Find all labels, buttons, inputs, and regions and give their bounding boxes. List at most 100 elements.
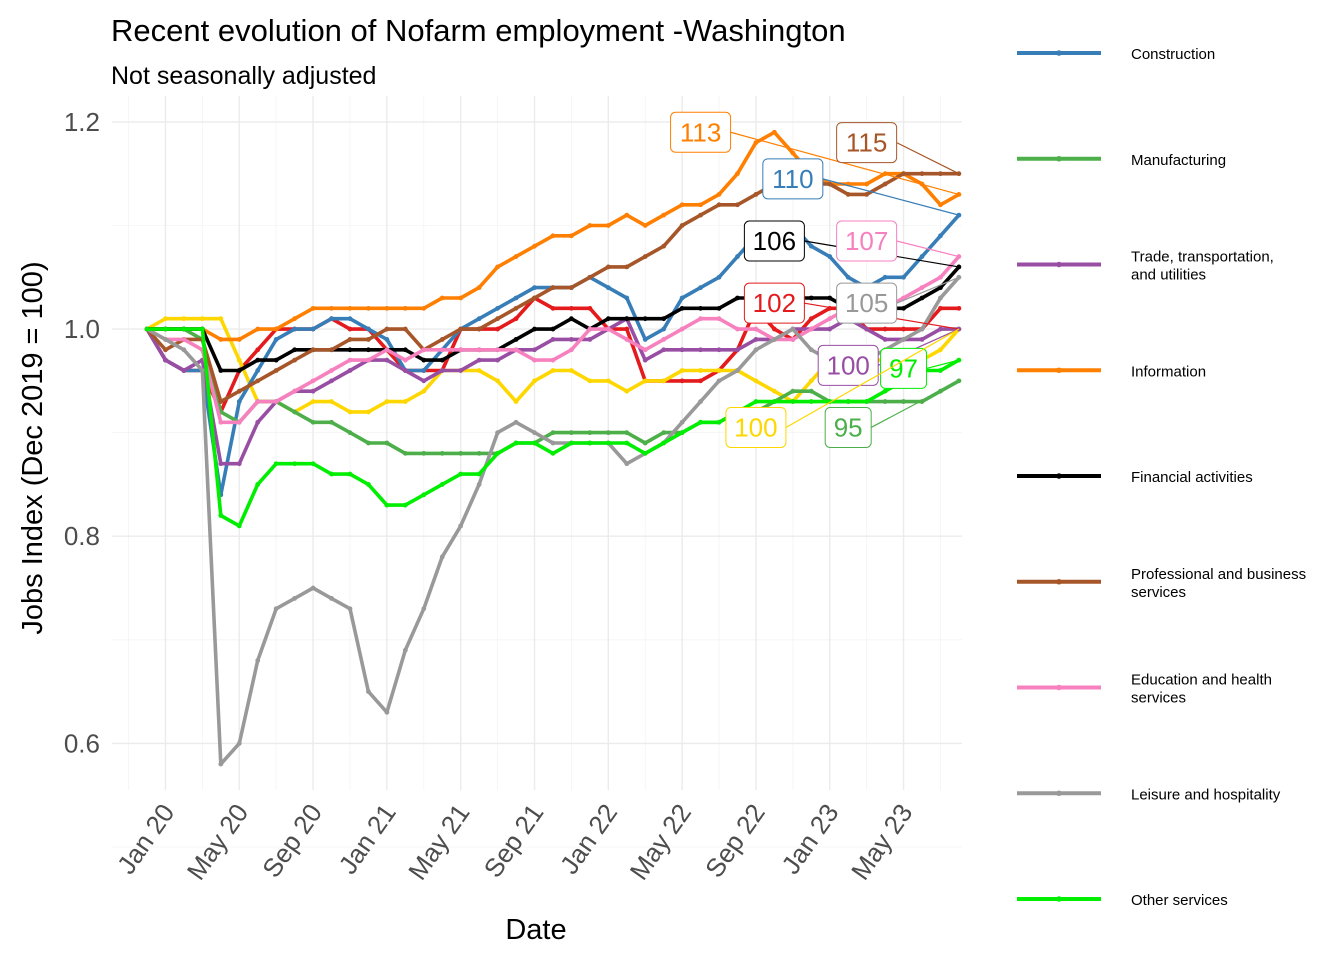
x-tick-label: May 21 <box>402 798 475 885</box>
data-point <box>679 368 685 373</box>
data-point <box>661 430 667 436</box>
data-point <box>513 419 519 425</box>
data-point <box>845 274 851 280</box>
data-point <box>550 337 556 342</box>
data-point <box>661 326 667 332</box>
data-point <box>236 461 242 467</box>
end-label-box <box>836 220 898 262</box>
data-point <box>329 378 334 384</box>
data-point <box>495 264 500 270</box>
data-point <box>938 295 943 301</box>
data-point <box>698 347 703 353</box>
data-point <box>402 399 408 404</box>
data-point <box>753 192 759 197</box>
data-point <box>642 440 648 446</box>
legend-label: Information <box>1131 363 1206 380</box>
legend-item: Trade, transportation,and utilities <box>1017 249 1274 284</box>
data-point <box>679 430 685 436</box>
end-label-box <box>817 344 879 386</box>
end-label: 95 <box>834 412 863 442</box>
legend-key-point <box>1056 50 1062 56</box>
data-point <box>569 337 574 342</box>
data-point <box>402 502 408 508</box>
data-point <box>569 285 574 291</box>
data-point <box>698 368 703 373</box>
data-point <box>439 450 445 456</box>
data-point <box>956 212 962 218</box>
data-point <box>661 243 667 249</box>
data-point <box>310 388 316 394</box>
legend-label: Manufacturing <box>1131 152 1226 169</box>
data-point <box>919 326 925 332</box>
data-point <box>771 326 777 332</box>
end-label: 107 <box>845 226 888 256</box>
data-point <box>384 347 390 353</box>
data-point <box>347 606 353 612</box>
data-point <box>513 316 519 322</box>
data-point <box>292 357 298 363</box>
x-axis: Jan 20 May 20 Sep 20 Jan 21 May 21 Sep 21 Jan … <box>111 798 918 885</box>
data-point <box>181 347 187 353</box>
data-point <box>624 295 630 301</box>
data-point <box>642 223 648 228</box>
data-point <box>236 368 242 373</box>
end-label-leader <box>785 328 960 428</box>
data-point <box>661 316 667 322</box>
data-point <box>753 140 759 146</box>
data-point <box>458 450 464 456</box>
data-point <box>679 419 685 425</box>
data-point <box>605 316 611 322</box>
data-point <box>624 388 630 394</box>
data-point <box>679 295 685 301</box>
data-point <box>366 409 371 415</box>
legend-label: Financial activities <box>1131 469 1253 486</box>
x-axis-title: Date <box>505 914 566 946</box>
data-point <box>218 419 224 425</box>
data-point <box>753 347 759 353</box>
data-point <box>569 233 574 239</box>
end-label-leader <box>926 359 960 370</box>
data-point <box>347 409 353 415</box>
data-point <box>292 409 298 415</box>
x-tick-label: Sep 20 <box>256 798 328 883</box>
data-point <box>919 337 925 342</box>
data-point <box>864 399 870 404</box>
end-label: 110 <box>772 164 813 194</box>
data-point <box>938 274 943 280</box>
data-point <box>495 450 500 456</box>
data-point <box>550 440 556 446</box>
end-labels: 113 115 110 106 107 102 105 100 97 100 95 <box>670 111 960 448</box>
data-point <box>513 347 519 353</box>
data-point <box>532 326 537 332</box>
data-point <box>366 326 371 332</box>
data-point <box>938 347 943 353</box>
data-point <box>771 337 777 342</box>
data-point <box>864 181 870 187</box>
data-point <box>753 399 759 404</box>
data-point <box>587 223 593 228</box>
data-point <box>624 461 630 467</box>
data-point <box>938 202 943 208</box>
data-point <box>716 368 722 373</box>
data-point <box>458 326 464 332</box>
data-point <box>273 357 279 363</box>
data-point <box>901 171 906 177</box>
data-point <box>938 233 943 239</box>
data-point <box>236 419 242 425</box>
y-axis-title: Jobs Index (Dec 2019 = 100) <box>17 261 49 634</box>
data-point <box>310 378 316 384</box>
data-point <box>255 378 261 384</box>
data-point <box>624 316 630 322</box>
data-point <box>421 368 427 373</box>
x-tick-label: May 22 <box>624 798 697 885</box>
data-point <box>735 171 740 177</box>
data-point <box>476 482 482 487</box>
legend-item: Manufacturing <box>1017 152 1226 169</box>
data-point <box>716 316 722 322</box>
data-point <box>366 440 371 446</box>
data-point <box>735 326 740 332</box>
data-point <box>569 305 574 311</box>
data-point <box>827 254 833 259</box>
data-point <box>384 709 390 715</box>
data-point <box>882 399 888 404</box>
